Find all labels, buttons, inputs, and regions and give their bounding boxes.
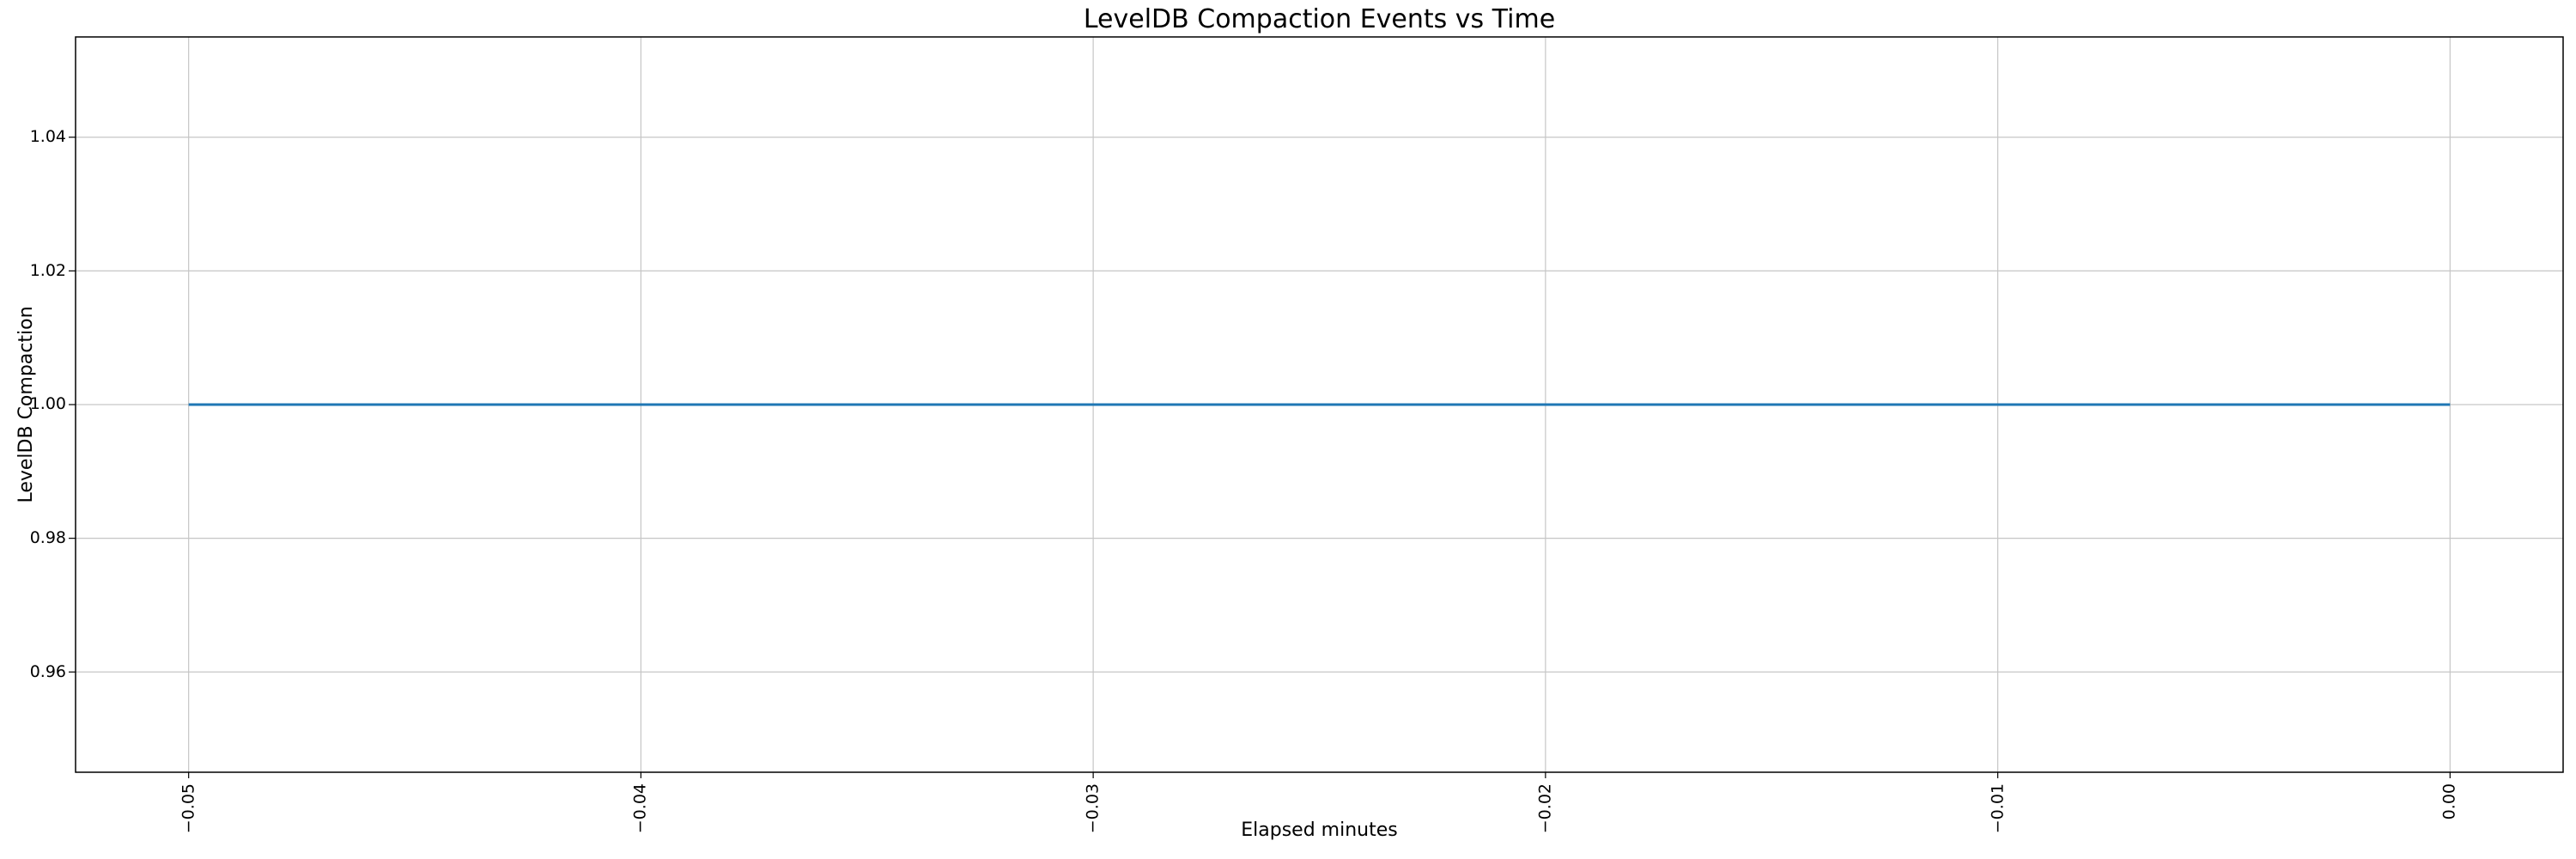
x-axis-label: Elapsed minutes: [1241, 819, 1398, 841]
y-tick-label: 1.04: [29, 127, 66, 146]
y-tick-label: 1.02: [29, 261, 66, 280]
chart-title: LevelDB Compaction Events vs Time: [1083, 4, 1556, 34]
x-tick-label: 0.00: [2439, 783, 2459, 820]
y-axis-label: LevelDB Compaction: [15, 306, 37, 503]
y-tick-label: 0.98: [29, 528, 66, 547]
y-tick-label: 0.96: [29, 662, 66, 681]
y-tick-label: 1.00: [29, 394, 66, 413]
